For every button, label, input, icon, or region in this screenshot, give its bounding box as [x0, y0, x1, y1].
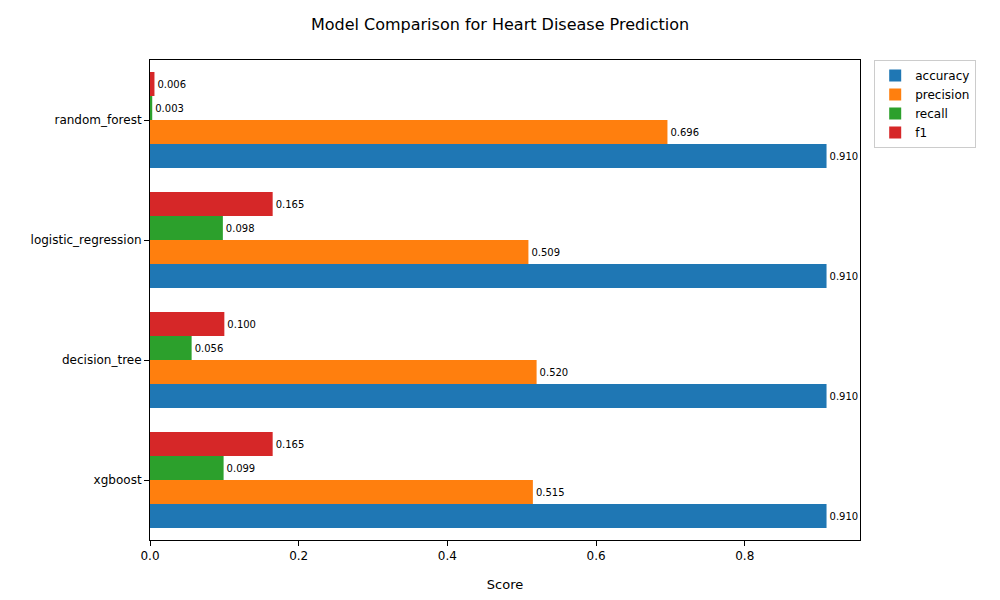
svg-text:0.8: 0.8	[735, 549, 754, 563]
svg-text:0.2: 0.2	[289, 549, 308, 563]
svg-text:0.003: 0.003	[155, 103, 184, 114]
svg-text:0.4: 0.4	[438, 549, 457, 563]
svg-text:0.056: 0.056	[195, 343, 224, 354]
svg-text:decision_tree: decision_tree	[62, 353, 142, 367]
svg-text:0.6: 0.6	[587, 549, 606, 563]
svg-text:0.520: 0.520	[540, 367, 569, 378]
svg-text:0.910: 0.910	[830, 391, 859, 402]
svg-text:logistic_regression: logistic_regression	[31, 233, 142, 247]
svg-text:0.100: 0.100	[227, 319, 256, 330]
svg-text:0.910: 0.910	[830, 271, 859, 282]
svg-text:recall: recall	[915, 107, 948, 121]
svg-text:random_forest: random_forest	[54, 113, 141, 127]
svg-text:0.696: 0.696	[670, 127, 699, 138]
svg-text:Model Comparison for Heart Dis: Model Comparison for Heart Disease Predi…	[311, 15, 689, 34]
svg-text:xgboost: xgboost	[94, 473, 142, 487]
svg-text:0.006: 0.006	[157, 79, 186, 90]
svg-text:0.509: 0.509	[531, 247, 560, 258]
svg-text:0.099: 0.099	[227, 463, 256, 474]
svg-text:f1: f1	[915, 126, 927, 140]
svg-text:0.515: 0.515	[536, 487, 565, 498]
svg-text:0.910: 0.910	[830, 151, 859, 162]
svg-text:accuracy: accuracy	[915, 69, 969, 83]
svg-text:Score: Score	[487, 577, 523, 592]
svg-text:0.165: 0.165	[276, 199, 305, 210]
svg-text:precision: precision	[915, 88, 969, 102]
svg-text:0.0: 0.0	[140, 549, 159, 563]
svg-text:0.098: 0.098	[226, 223, 255, 234]
svg-text:0.165: 0.165	[276, 439, 305, 450]
svg-text:0.910: 0.910	[830, 511, 859, 522]
